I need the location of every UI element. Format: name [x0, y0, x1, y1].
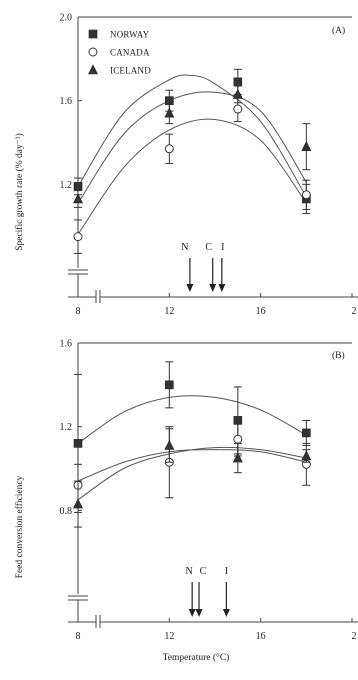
y-tick-label: 1.2: [60, 180, 73, 191]
x-tick-label: 8: [76, 631, 81, 642]
point-iceland: [232, 452, 243, 463]
panel-tag: (B): [332, 350, 345, 361]
optimum-arrow-head: [188, 609, 196, 617]
optimum-arrow-head: [218, 284, 226, 292]
y-axis-title: Specific growth rate (% day⁻¹): [14, 133, 25, 251]
point-canada: [233, 104, 243, 114]
y-axis-title: Feed conversion efficiency: [14, 475, 25, 578]
legend-marker-norway: [88, 29, 98, 39]
series-norway: [73, 68, 311, 215]
arrow-label-i: I: [225, 566, 228, 577]
x-tick-label: 8: [76, 306, 81, 317]
point-norway: [233, 77, 243, 87]
y-tick-label: 1.6: [60, 96, 73, 107]
panel-tag: (A): [332, 25, 345, 36]
arrow-label-c: C: [200, 566, 207, 577]
legend-marker-iceland: [88, 64, 98, 75]
point-iceland: [301, 141, 312, 151]
point-iceland: [73, 193, 83, 204]
panel-a: 1.2 1.6 2.0 8 12 16 2 Specific growth rate (% d…: [14, 13, 358, 317]
optimum-arrow-head: [186, 284, 194, 292]
point-iceland: [232, 88, 243, 99]
fit-curve-iceland: [77, 91, 307, 204]
x-tick-label: 2: [352, 631, 357, 642]
legend-label-norway: NORWAY: [110, 30, 150, 40]
point-norway: [73, 182, 83, 191]
point-norway: [302, 428, 311, 438]
series-iceland: [73, 85, 312, 208]
legend-marker-canada: [88, 47, 98, 57]
point-iceland: [164, 107, 175, 118]
y-tick-label: 1.2: [60, 422, 73, 433]
arrow-label-i: I: [221, 242, 224, 253]
fit-curve-norway: [77, 395, 307, 444]
series-canada: [73, 421, 311, 507]
fit-curve-iceland: [77, 446, 307, 501]
panel-b: 0.8 1.2 1.6 8 12 16 2 Feed conversion efficienc…: [14, 339, 358, 663]
series-canada: [73, 95, 311, 254]
y-tick-label: 0.8: [60, 506, 73, 517]
point-canada: [73, 232, 83, 242]
x-tick-label: 2: [352, 306, 357, 317]
fit-curve-norway: [77, 74, 307, 198]
optimum-arrow-head: [222, 609, 230, 617]
series-norway: [73, 361, 311, 513]
legend: NORWAY CANADA ICELAND: [88, 29, 151, 76]
y-tick-label: 2.0: [60, 13, 73, 24]
series-iceland: [73, 428, 312, 528]
point-norway: [165, 380, 174, 390]
x-tick-label: 16: [256, 306, 266, 317]
optimum-arrow-head: [195, 609, 203, 617]
point-canada: [301, 190, 311, 200]
point-canada: [233, 434, 243, 444]
fit-curve-canada: [77, 449, 307, 482]
point-iceland: [301, 450, 312, 461]
fit-curve-canada: [77, 118, 307, 235]
x-axis-title: Temperature (°C): [163, 652, 230, 663]
point-iceland: [73, 498, 83, 509]
point-canada: [164, 144, 174, 154]
optimum-arrow-head: [209, 284, 217, 292]
point-norway: [73, 439, 83, 448]
point-iceland: [164, 439, 175, 450]
arrow-label-n: N: [181, 242, 188, 253]
x-tick-label: 16: [256, 631, 266, 642]
arrow-label-n: N: [186, 566, 193, 577]
y-tick-label: 1.6: [60, 339, 73, 350]
legend-label-iceland: ICELAND: [110, 66, 151, 76]
x-tick-label: 12: [164, 631, 174, 642]
x-tick-label: 12: [164, 306, 174, 317]
legend-label-canada: CANADA: [110, 48, 150, 58]
arrow-label-c: C: [205, 242, 212, 253]
